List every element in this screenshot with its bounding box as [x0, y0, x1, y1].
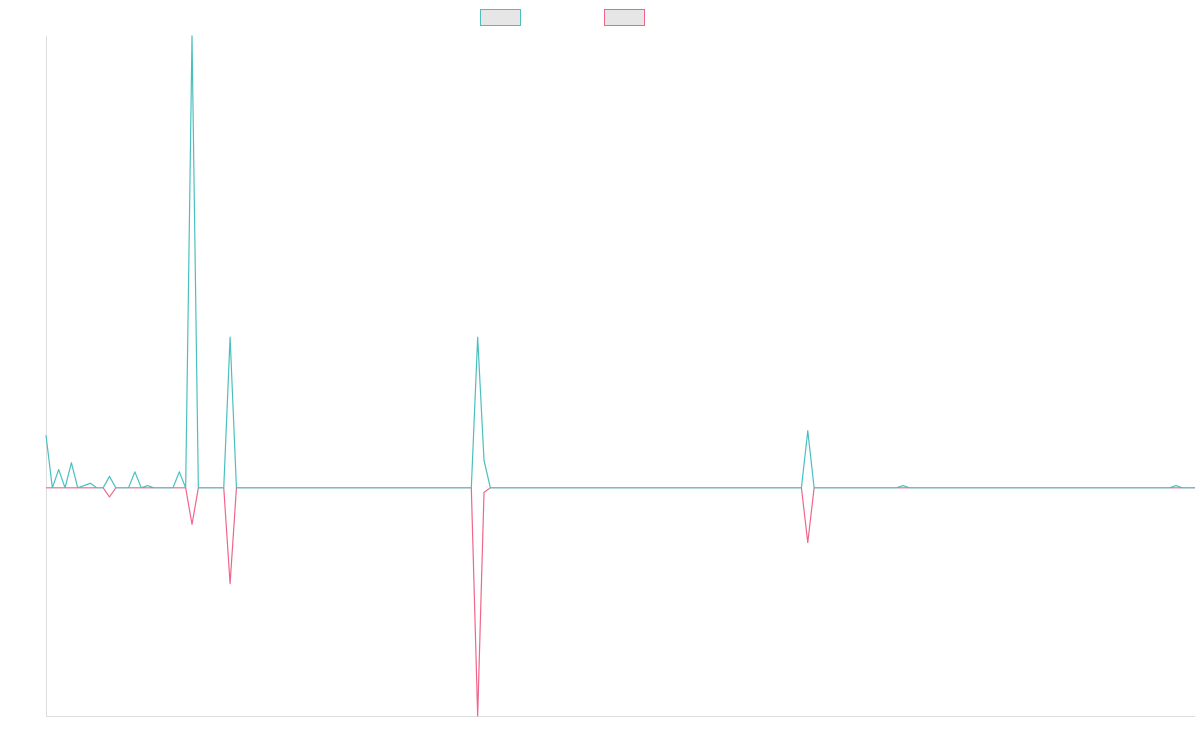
chart-legend[interactable] — [480, 9, 645, 26]
series-line-2 — [46, 487, 1195, 717]
series-layer — [45, 35, 1195, 717]
series-line-1 — [45, 35, 1195, 489]
legend-swatch-2[interactable] — [604, 9, 645, 26]
legend-swatch-1[interactable] — [480, 9, 521, 26]
